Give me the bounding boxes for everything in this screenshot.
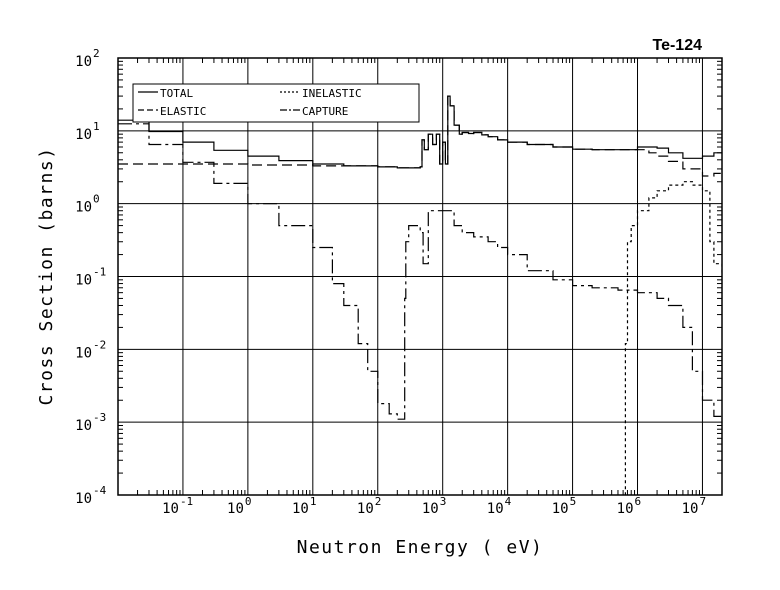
y-tick-label: 10-1 bbox=[75, 266, 106, 289]
legend-entry-elastic: ELASTIC bbox=[138, 105, 206, 118]
x-tick-base: 10 bbox=[162, 501, 179, 517]
y-tick-label: 100 bbox=[75, 193, 99, 216]
x-tick-labels: 10 -1 10 0 10 1 10 2 10 3 10 4 10 5 10 6 10 7 bbox=[162, 495, 706, 517]
chart-title: Te-124 bbox=[652, 37, 702, 54]
legend-label: ELASTIC bbox=[160, 105, 206, 118]
x-tick-base: 10 bbox=[422, 501, 439, 517]
series-line-elastic bbox=[118, 95, 722, 177]
x-tick-base: 10 bbox=[227, 501, 244, 517]
x-tick-exponent: 2 bbox=[375, 495, 382, 508]
x-tick-exponent: 7 bbox=[699, 495, 706, 508]
y-tick-base: 10 bbox=[75, 491, 92, 507]
x-tick-base: 10 bbox=[682, 501, 699, 517]
x-tick-exponent: 4 bbox=[505, 495, 512, 508]
legend: TOTAL INELASTIC ELASTIC CAPTURE bbox=[132, 83, 420, 123]
legend-entry-total: TOTAL bbox=[138, 87, 193, 100]
y-tick-base: 10 bbox=[75, 345, 92, 361]
y-tick-exponent: -3 bbox=[93, 411, 106, 424]
legend-entry-inelastic: INELASTIC bbox=[280, 87, 362, 100]
y-tick-exponent: -2 bbox=[93, 338, 106, 351]
y-tick-label: 10-2 bbox=[75, 338, 106, 361]
x-tick-label: 10 7 bbox=[682, 495, 706, 517]
legend-entry-capture: CAPTURE bbox=[280, 105, 348, 118]
legend-label: TOTAL bbox=[160, 87, 193, 100]
y-tick-exponent: 1 bbox=[93, 120, 100, 133]
y-tick-exponent: -1 bbox=[93, 266, 106, 279]
legend-label: INELASTIC bbox=[302, 87, 362, 100]
x-tick-label: 10 4 bbox=[487, 495, 512, 517]
x-tick-label: 10 1 bbox=[292, 495, 316, 517]
x-tick-exponent: 5 bbox=[570, 495, 577, 508]
x-tick-label: 10 6 bbox=[617, 495, 641, 517]
x-tick-label: 10 3 bbox=[422, 495, 446, 517]
y-tick-base: 10 bbox=[75, 54, 92, 70]
x-tick-label: 10 0 bbox=[227, 495, 251, 517]
y-tick-exponent: -4 bbox=[93, 484, 107, 497]
y-axis-label: Cross Section (barns) bbox=[36, 146, 57, 405]
y-tick-exponent: 0 bbox=[93, 193, 100, 206]
x-tick-label: 10 2 bbox=[357, 495, 381, 517]
y-tick-exponent: 2 bbox=[93, 47, 100, 60]
y-tick-label: 101 bbox=[75, 120, 99, 143]
plot-frame bbox=[117, 57, 723, 496]
legend-label: CAPTURE bbox=[302, 105, 348, 118]
y-tick-label: 10-4 bbox=[75, 484, 106, 507]
x-axis-label: Neutron Energy ( eV) bbox=[297, 537, 544, 558]
x-tick-base: 10 bbox=[292, 501, 309, 517]
y-tick-base: 10 bbox=[75, 127, 92, 143]
x-tick-base: 10 bbox=[552, 501, 569, 517]
legend-box bbox=[132, 83, 420, 123]
x-tick-exponent: 0 bbox=[245, 495, 252, 508]
x-tick-exponent: 1 bbox=[310, 495, 317, 508]
x-tick-label: 10 5 bbox=[552, 495, 576, 517]
x-tick-exponent: 6 bbox=[635, 495, 642, 508]
x-tick-base: 10 bbox=[617, 501, 634, 517]
x-tick-exponent: -1 bbox=[180, 495, 193, 508]
y-tick-base: 10 bbox=[75, 200, 92, 216]
series-group bbox=[118, 95, 722, 495]
y-tick-label: 10-3 bbox=[75, 411, 106, 434]
series-line-capture bbox=[118, 123, 722, 420]
y-tick-base: 10 bbox=[75, 418, 92, 434]
y-tick-label: 102 bbox=[75, 47, 99, 70]
x-tick-base: 10 bbox=[487, 501, 504, 517]
x-tick-base: 10 bbox=[357, 501, 374, 517]
x-tick-label: 10 -1 bbox=[162, 495, 193, 517]
y-tick-base: 10 bbox=[75, 273, 92, 289]
x-tick-exponent: 3 bbox=[440, 495, 447, 508]
